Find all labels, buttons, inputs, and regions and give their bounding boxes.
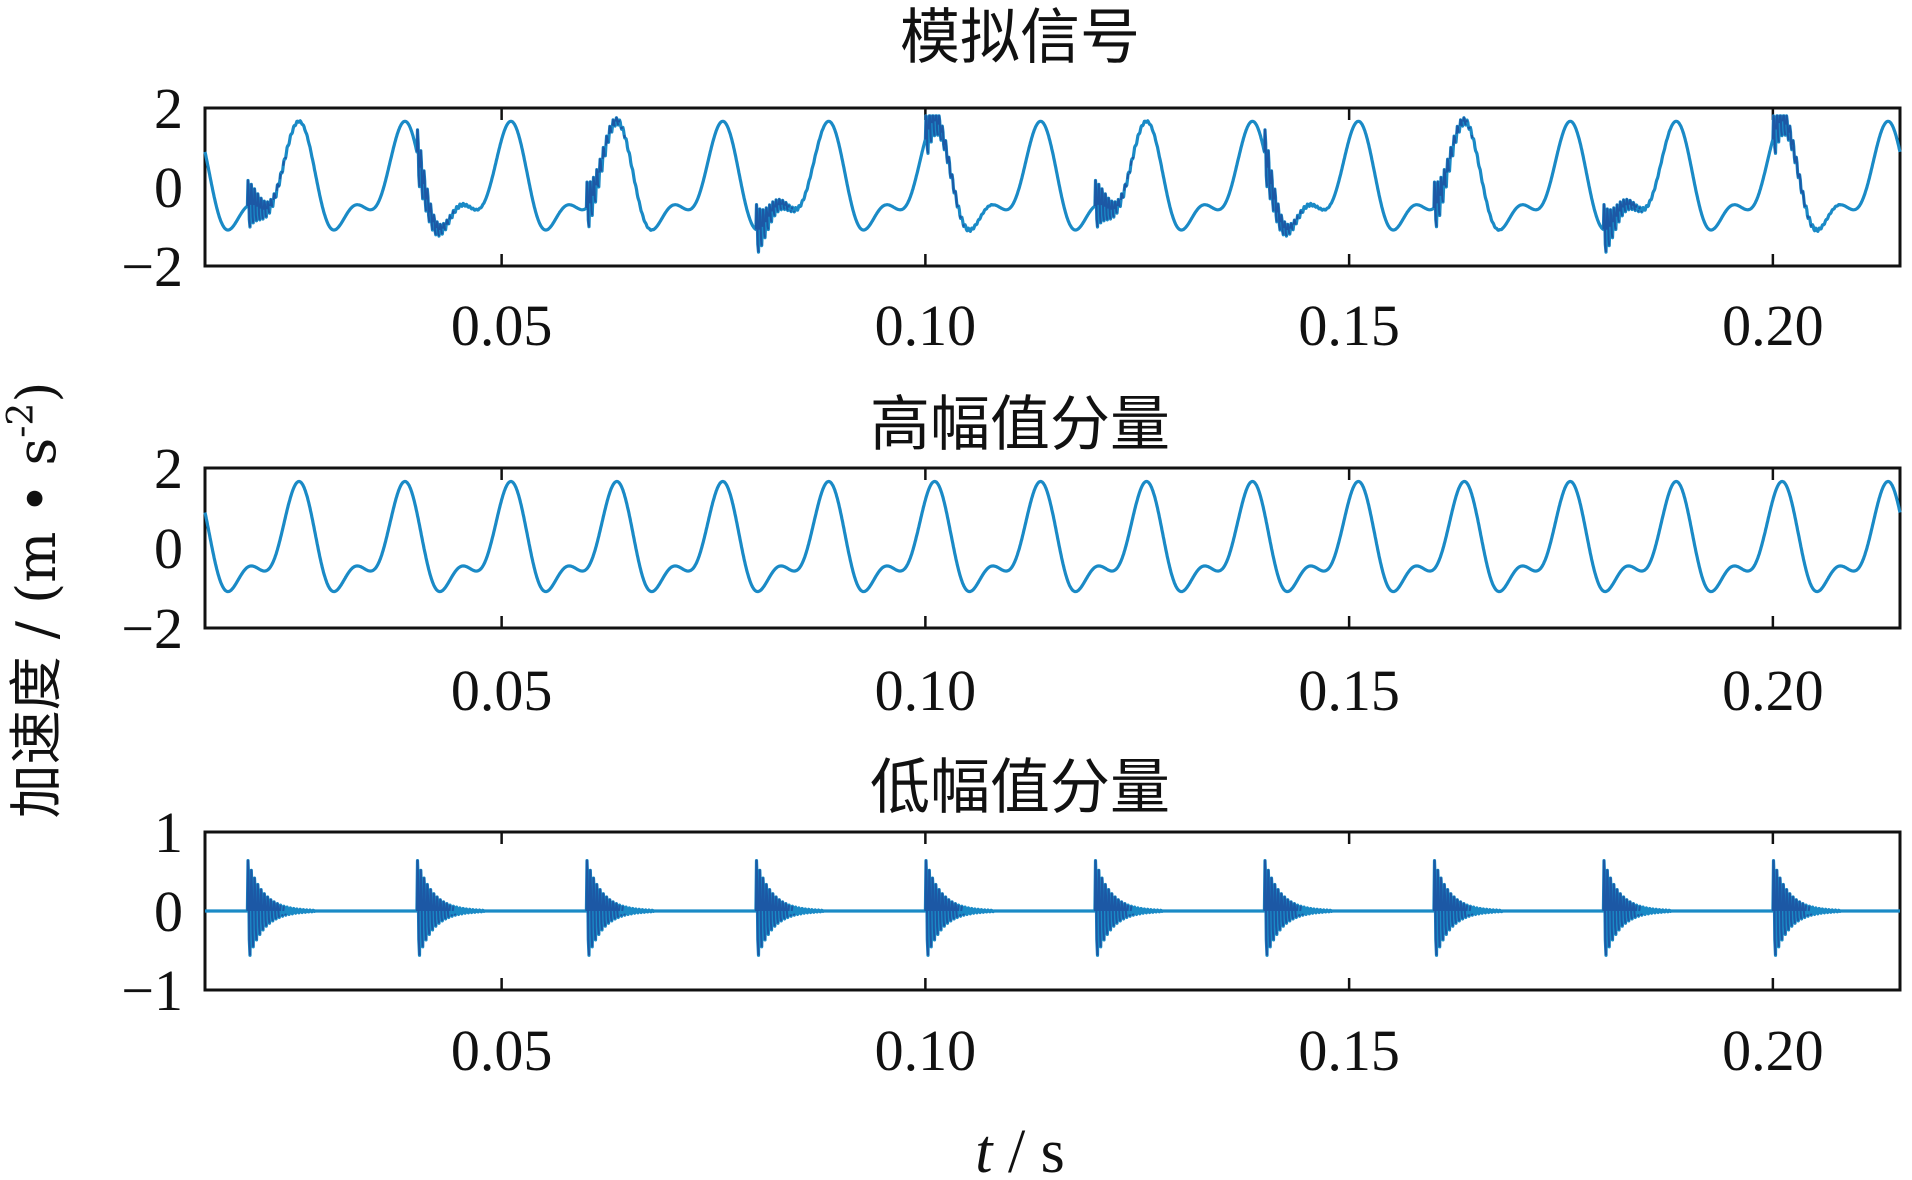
- y-tick-label: 0: [154, 879, 183, 944]
- panel-high-amplitude-component: 高幅值分量 0.05 0.10 0.15 0.20 2 0 −2: [121, 390, 1902, 723]
- y-tick-label: −1: [121, 958, 183, 1023]
- x-tick-label: 0.05: [451, 1018, 553, 1083]
- signal-impulse-overlay: [247, 116, 1900, 252]
- x-tick-label: 0.15: [1298, 658, 1400, 723]
- panel-low-amplitude-component: 低幅值分量 0.05 0.10 0.15 0.20 1 0 −1: [121, 753, 1902, 1083]
- y-tick-label: 1: [154, 800, 183, 865]
- x-tick-label: 0.05: [451, 658, 553, 723]
- signal-line: [203, 479, 1902, 594]
- x-tick-label: 0.10: [875, 1018, 977, 1083]
- y-tick-label: 0: [154, 155, 183, 220]
- ticks: 0.05 0.10 0.15 0.20 2 0 −2: [121, 76, 1823, 358]
- x-tick-label: 0.20: [1722, 658, 1824, 723]
- panel-title: 模拟信号: [900, 3, 1140, 73]
- x-tick-label: 0.15: [1298, 1018, 1400, 1083]
- ticks: 0.05 0.10 0.15 0.20 1 0 −1: [121, 800, 1823, 1083]
- plot-frame: [203, 466, 1902, 630]
- x-tick-label: 0.15: [1298, 293, 1400, 358]
- y-tick-label: 2: [154, 76, 183, 141]
- signal-line: [204, 859, 1901, 957]
- y-tick-label: 2: [154, 436, 183, 501]
- panel-title: 高幅值分量: [870, 390, 1170, 460]
- x-tick-label: 0.10: [875, 658, 977, 723]
- x-tick-label: 0.20: [1722, 293, 1824, 358]
- plot-frame: [203, 106, 1902, 268]
- panel-simulated-signal: 模拟信号 0.05 0.10 0.15 0.20 2 0 −2: [121, 3, 1902, 358]
- x-tick-label: 0.05: [451, 293, 553, 358]
- y-axis-label-superscript: -2: [1, 403, 42, 438]
- y-tick-label: −2: [121, 234, 183, 299]
- x-tick-label: 0.10: [875, 293, 977, 358]
- signal-line: [203, 114, 1902, 254]
- y-tick-label: −2: [121, 596, 183, 661]
- x-tick-label: 0.20: [1722, 1018, 1824, 1083]
- x-axis-label: t / s: [975, 1118, 1065, 1180]
- y-axis-label: 加速度 / (m • s-2): [1, 382, 68, 819]
- panel-title: 低幅值分量: [870, 753, 1170, 823]
- ticks: 0.05 0.10 0.15 0.20 2 0 −2: [121, 436, 1823, 723]
- y-tick-label: 0: [154, 516, 183, 581]
